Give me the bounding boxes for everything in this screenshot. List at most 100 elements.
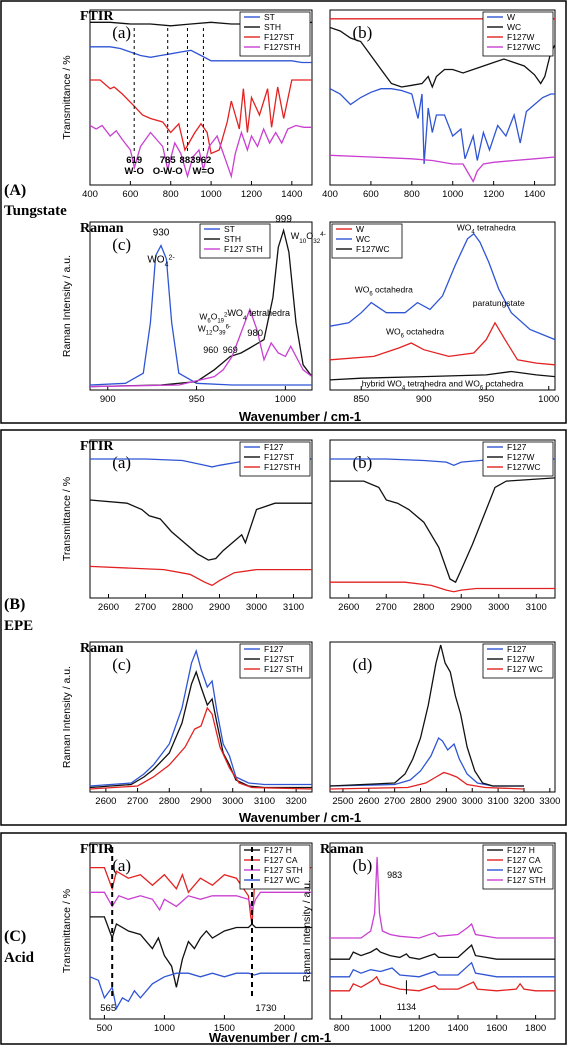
annotation-text-A-a-3-1: W=O [192, 166, 214, 177]
panel-label-B-b: (b) [353, 453, 373, 472]
panel-C-b: 800 1000 1200 1400 1600 1800 (b)Raman Raman Int… [301, 842, 556, 1034]
annotation-text-A-a-2-0: 883 [180, 155, 196, 166]
x-tick-label-A-b-5: 1400 [524, 189, 545, 200]
x-tick-label-B-d-4: 2900 [436, 796, 457, 807]
series-line-A-a-F127STH [90, 124, 312, 179]
series-line-B-b-F127W [330, 477, 555, 584]
x-tick-label-C-b-2: 1200 [409, 1023, 430, 1034]
x-tick-label-A-a-1: 600 [122, 189, 138, 200]
series-line-C-b-F127-STH [330, 857, 555, 939]
panel-B-b: 2600 2700 2800 2900 3000 3100 (b) F127F127WF127… [329, 439, 556, 613]
legend-label-A-c-1: STH [224, 234, 241, 244]
series-line-C-a-F127-WC [90, 972, 312, 1011]
x-tick-label-C-b-0: 800 [334, 1023, 350, 1034]
annotation-text-A-c-4-0: W6O192- [199, 311, 229, 324]
x-tick-label-C-a-3: 2000 [274, 1023, 295, 1034]
x-tick-label-A-a-3: 1000 [201, 189, 222, 200]
plot-frame-B-b [329, 439, 556, 599]
section-C-label: (C) [4, 928, 26, 945]
x-tick-label-B-c-1: 2700 [127, 796, 148, 807]
annotation-text-A-a-1-1: O-W-O [153, 166, 183, 177]
legend-label-B-c-0: F127 [264, 644, 284, 654]
series-line-A-a-ST [90, 46, 312, 64]
x-tick-label-A-c-0: 900 [100, 394, 116, 405]
legend-label-A-a-0: ST [264, 12, 275, 22]
legend-label-B-d-1: F127W [507, 654, 534, 664]
section-B-sublabel: EPE [4, 618, 33, 634]
legend-label-A-c-0: ST [224, 224, 235, 234]
legend-label-B-d-2: F127 WC [507, 664, 543, 674]
legend-box-A-a [239, 11, 311, 57]
x-tick-label-B-c-2: 2800 [159, 796, 180, 807]
legend-label-A-a-1: STH [264, 22, 281, 32]
annotation-text-C-a-0: 565 [100, 1003, 116, 1014]
annotation-text-A-c-3-0: W10O324- [291, 230, 326, 244]
legend-label-B-a-0: F127 [264, 442, 284, 452]
series-line-B-c-F127ST [90, 670, 312, 789]
legend-label-A-d-2: F127WC [356, 244, 390, 254]
x-tick-label-A-c-1: 950 [189, 394, 205, 405]
series-line-A-c-STH [90, 227, 312, 388]
annotation-text-A-c-6-0: 980 [247, 328, 263, 339]
panel-A-a: 400 600 800 1000 1200 1400 (a)FTIR Transmittanc… [61, 9, 313, 200]
series-line-C-b-F127-CA [330, 975, 555, 992]
section-B-frame [0, 429, 567, 826]
series-line-A-c-ST [90, 243, 312, 386]
section-A-sublabel: Tungstate [4, 203, 67, 219]
section-A-label: (A) [4, 182, 26, 199]
plot-frame-B-a [89, 439, 313, 599]
legend-label-A-a-2: F127ST [264, 32, 294, 42]
x-tick-label-C-a-0: 500 [96, 1023, 112, 1034]
series-line-A-a-F127ST [90, 79, 312, 155]
panel-label-A-a: (a) [112, 23, 131, 42]
x-tick-label-A-a-2: 800 [163, 189, 179, 200]
x-tick-label-B-c-4: 3000 [222, 796, 243, 807]
legend-label-A-d-1: WC [356, 234, 370, 244]
annotation-text-A-c-5-0: WO4 tetrahedra [227, 308, 290, 322]
x-tick-label-B-d-0: 2500 [332, 796, 353, 807]
section-A-frame [0, 0, 567, 424]
annotation-text-C-b-0: 983 [387, 870, 402, 880]
series-line-B-a-F127ST [90, 499, 312, 561]
legend-label-C-b-0: F127 H [507, 845, 535, 855]
panel-label-A-c: (c) [112, 235, 131, 254]
x-tick-label-B-b-4: 3000 [488, 602, 509, 613]
panel-label-C-b: (b) [353, 856, 373, 875]
y-axis-label-C-b: Raman Intensity / a.u. [301, 880, 313, 982]
technique-label-A-a: FTIR [80, 9, 114, 24]
annotation-text-A-c-4-1: W12O396- [198, 323, 231, 336]
x-tick-label-B-a-4: 3000 [246, 602, 267, 613]
legend-label-A-c-2: F127 STH [224, 244, 263, 254]
x-tick-label-A-d-1: 900 [416, 394, 432, 405]
y-axis-label-B-a: Transmittance / % [61, 477, 73, 561]
annotation-text-A-d-2-0: WO6 octahedra [386, 327, 444, 340]
legend-label-C-b-3: F127 STH [507, 875, 546, 885]
x-tick-label-A-b-3: 1000 [442, 189, 463, 200]
section-B-label: (B) [4, 596, 25, 613]
technique-label-A-c: Raman [80, 221, 124, 236]
x-tick-label-C-b-4: 1600 [486, 1023, 507, 1034]
x-tick-label-B-d-7: 3200 [513, 796, 534, 807]
x-tick-label-C-b-3: 1400 [447, 1023, 468, 1034]
series-line-A-c-F127-STH [90, 307, 312, 388]
x-tick-label-C-b-1: 1000 [370, 1023, 391, 1034]
legend-label-A-d-0: W [356, 224, 364, 234]
technique-label-C-a: FTIR [80, 842, 114, 857]
x-tick-label-B-d-8: 3300 [539, 796, 560, 807]
x-tick-label-B-d-5: 3000 [462, 796, 483, 807]
legend-label-B-a-1: F127ST [264, 452, 294, 462]
y-axis-label-A-a: Transmittance / % [61, 55, 73, 139]
annotation-text-A-d-0-0: WO4 tetrahedra [457, 222, 516, 235]
series-line-C-b-F127-H [330, 943, 555, 960]
legend-label-A-b-1: WC [507, 22, 521, 32]
plot-frame-C-a [89, 842, 313, 1020]
series-line-A-d-F127WC [330, 370, 555, 381]
series-line-A-d-WC [330, 232, 555, 341]
plot-frame-A-c [89, 221, 313, 391]
y-axis-label-B-c: Raman Intensity / a.u. [61, 666, 73, 768]
chart-panels: 400 600 800 1000 1200 1400(a)FTIRTransmittanc… [61, 9, 560, 1034]
panel-label-B-d: (d) [353, 655, 373, 674]
series-line-C-a-F127-STH [90, 891, 312, 912]
